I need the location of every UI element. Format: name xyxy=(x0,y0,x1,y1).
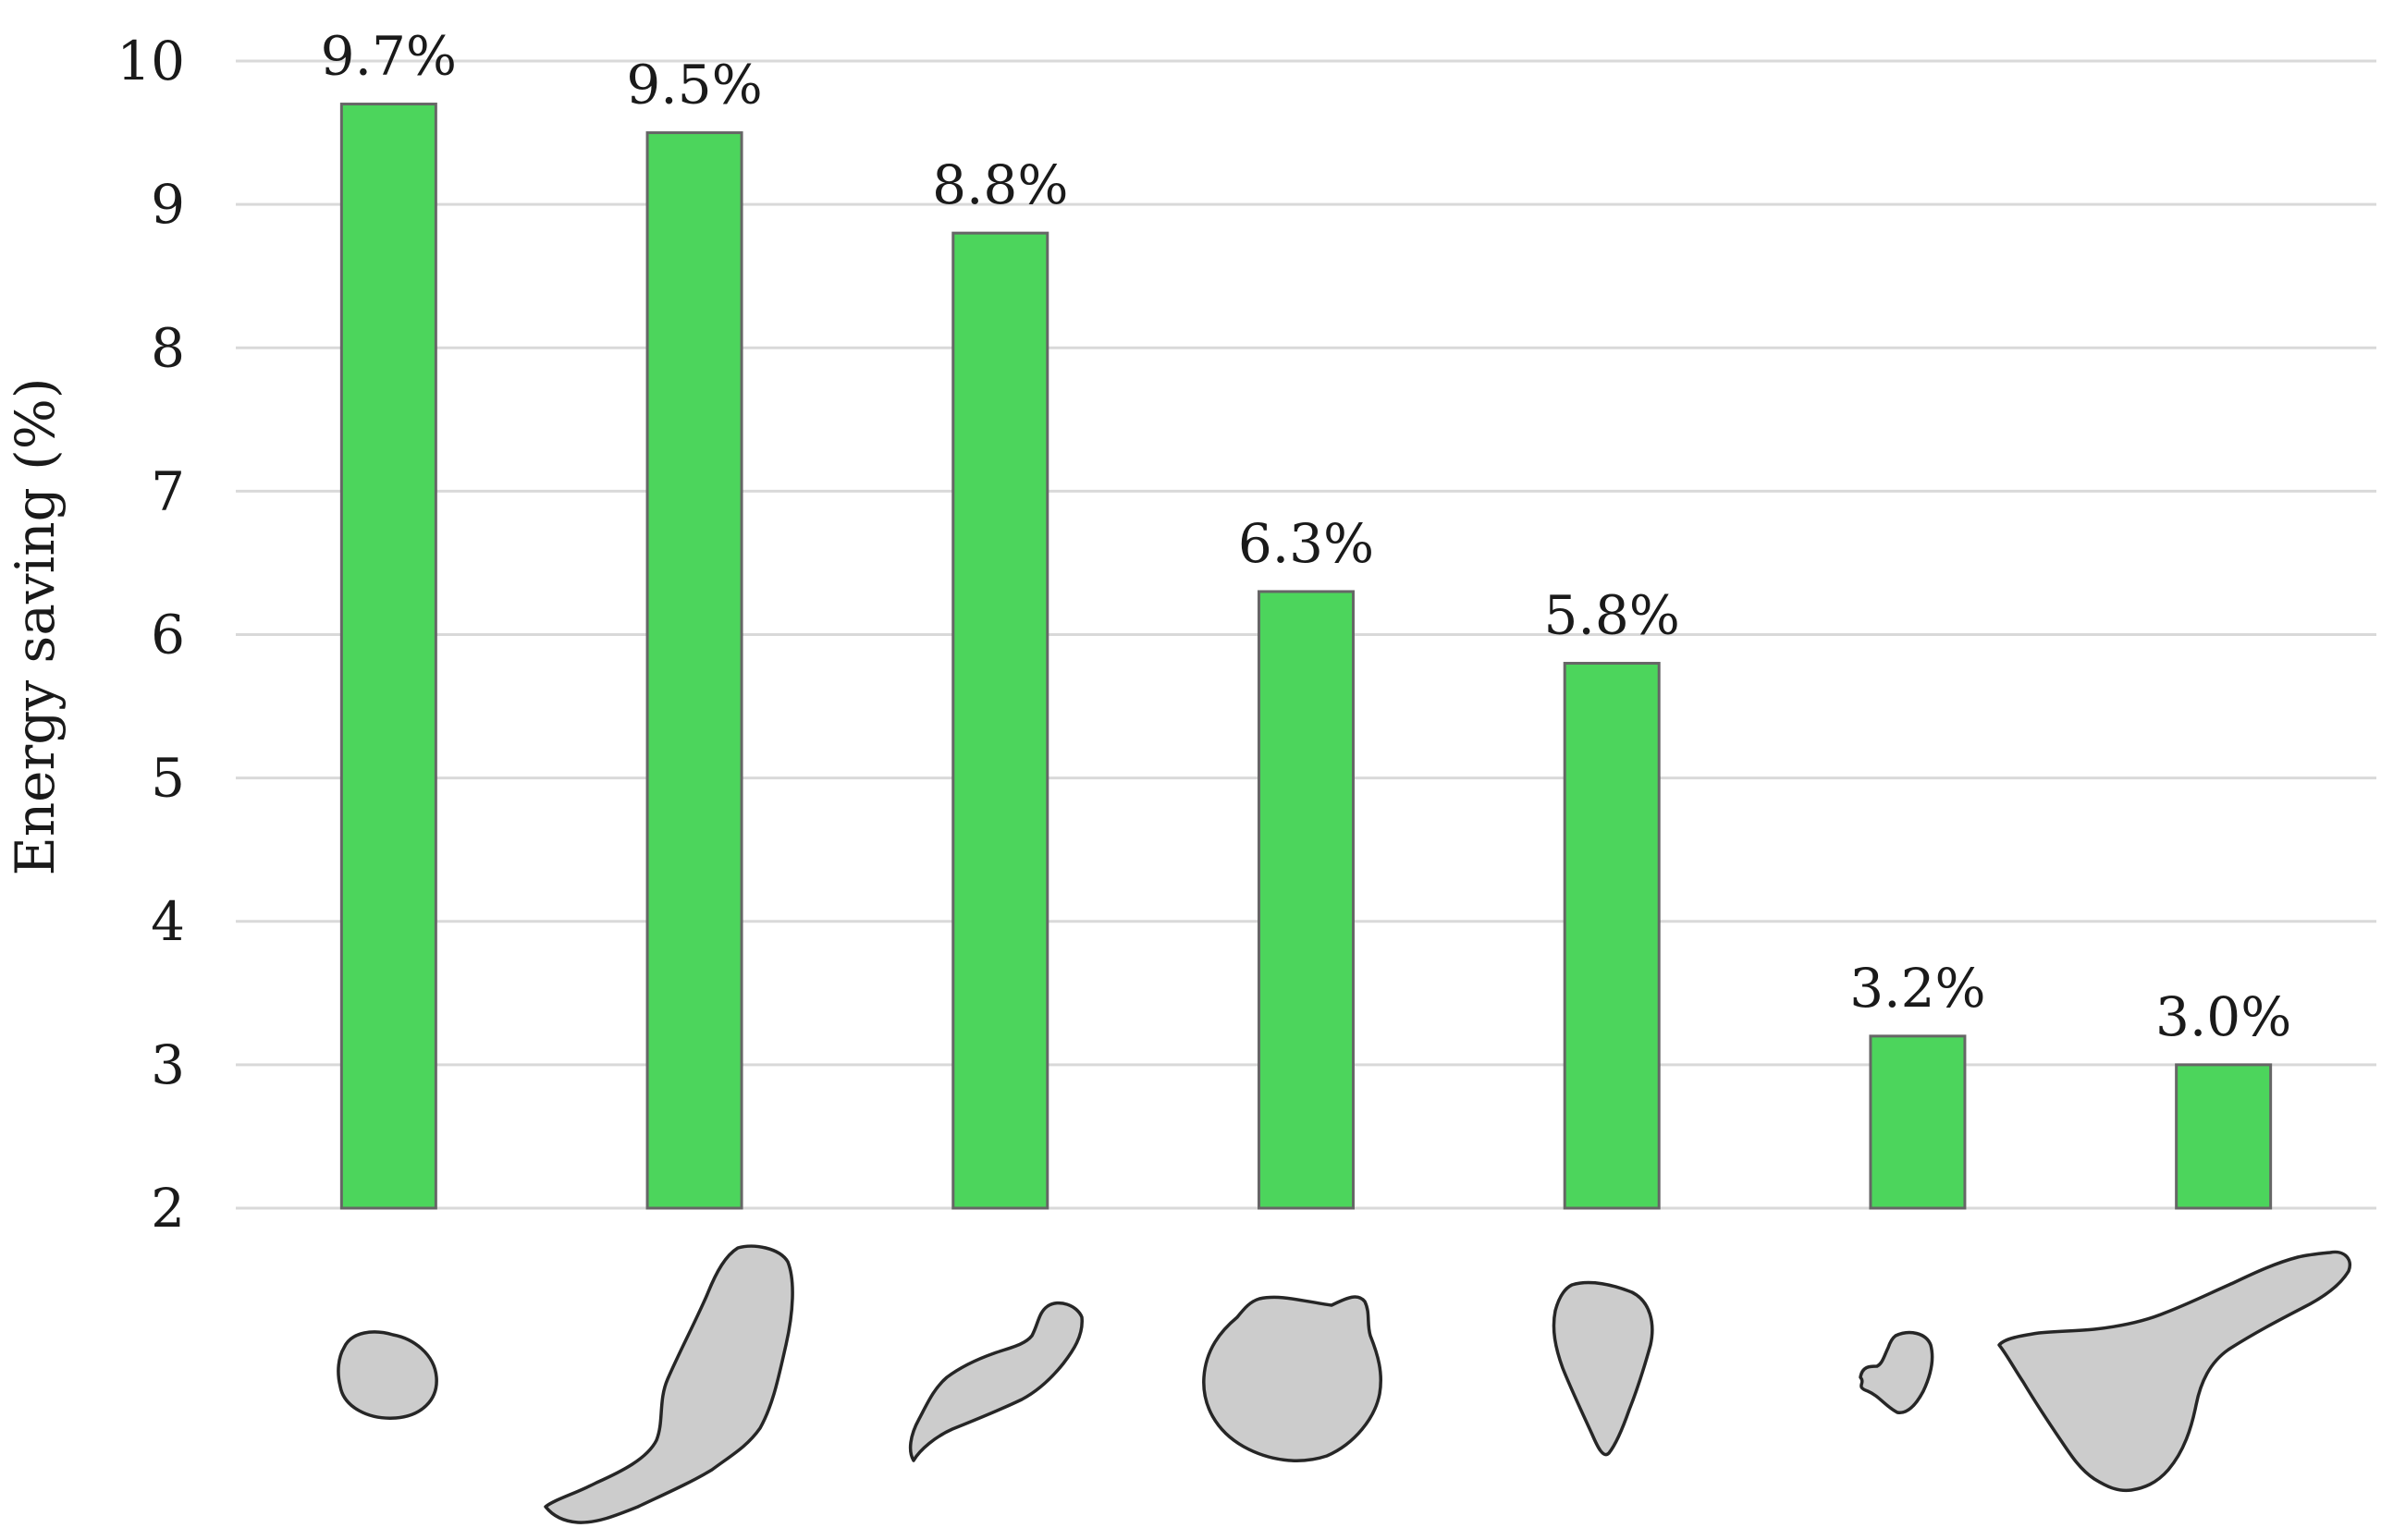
fuerteventura-island-icon xyxy=(544,1244,794,1524)
y-axis-title: Energy saving (%) xyxy=(4,377,67,875)
y-tick-label: 6 xyxy=(151,604,185,666)
category-island-icons xyxy=(337,1244,2351,1524)
data-label: 3.0% xyxy=(2155,985,2291,1048)
bar xyxy=(1563,662,1661,1210)
la-palma-island-icon xyxy=(1552,1280,1654,1457)
y-tick-label: 9 xyxy=(151,173,185,236)
data-label: 6.3% xyxy=(1238,512,1374,575)
lanzarote-island-icon xyxy=(908,1301,1084,1462)
la-gomera-island-icon xyxy=(1859,1330,1934,1414)
y-tick-label: 5 xyxy=(151,747,185,810)
el-hierro-island-icon xyxy=(337,1330,438,1420)
bar xyxy=(645,131,743,1210)
bars xyxy=(339,103,2273,1210)
data-label: 3.2% xyxy=(1849,957,1985,1020)
data-label: 9.7% xyxy=(321,25,457,88)
bar xyxy=(951,231,1049,1210)
data-label: 9.5% xyxy=(626,54,762,116)
data-label: 5.8% xyxy=(1544,584,1680,647)
gran-canaria-island-icon xyxy=(1202,1295,1383,1462)
data-label: 8.8% xyxy=(932,153,1068,216)
data-labels: 9.7% 9.5% 8.8% 6.3% 5.8% 3.2% 3.0% xyxy=(321,25,2292,1048)
bar xyxy=(1258,590,1355,1210)
y-tick-label: 7 xyxy=(151,459,185,522)
y-tick-label: 2 xyxy=(151,1177,185,1240)
bar xyxy=(2175,1063,2273,1210)
y-tick-label: 3 xyxy=(151,1033,185,1096)
y-tick-label: 10 xyxy=(117,30,185,92)
y-tick-label: 4 xyxy=(151,890,185,953)
bar xyxy=(339,103,437,1210)
bar xyxy=(1869,1034,1967,1210)
y-axis-ticks: 2 3 4 5 6 7 8 9 10 xyxy=(117,30,185,1240)
y-tick-label: 8 xyxy=(151,316,185,379)
tenerife-island-icon xyxy=(1997,1250,2351,1493)
